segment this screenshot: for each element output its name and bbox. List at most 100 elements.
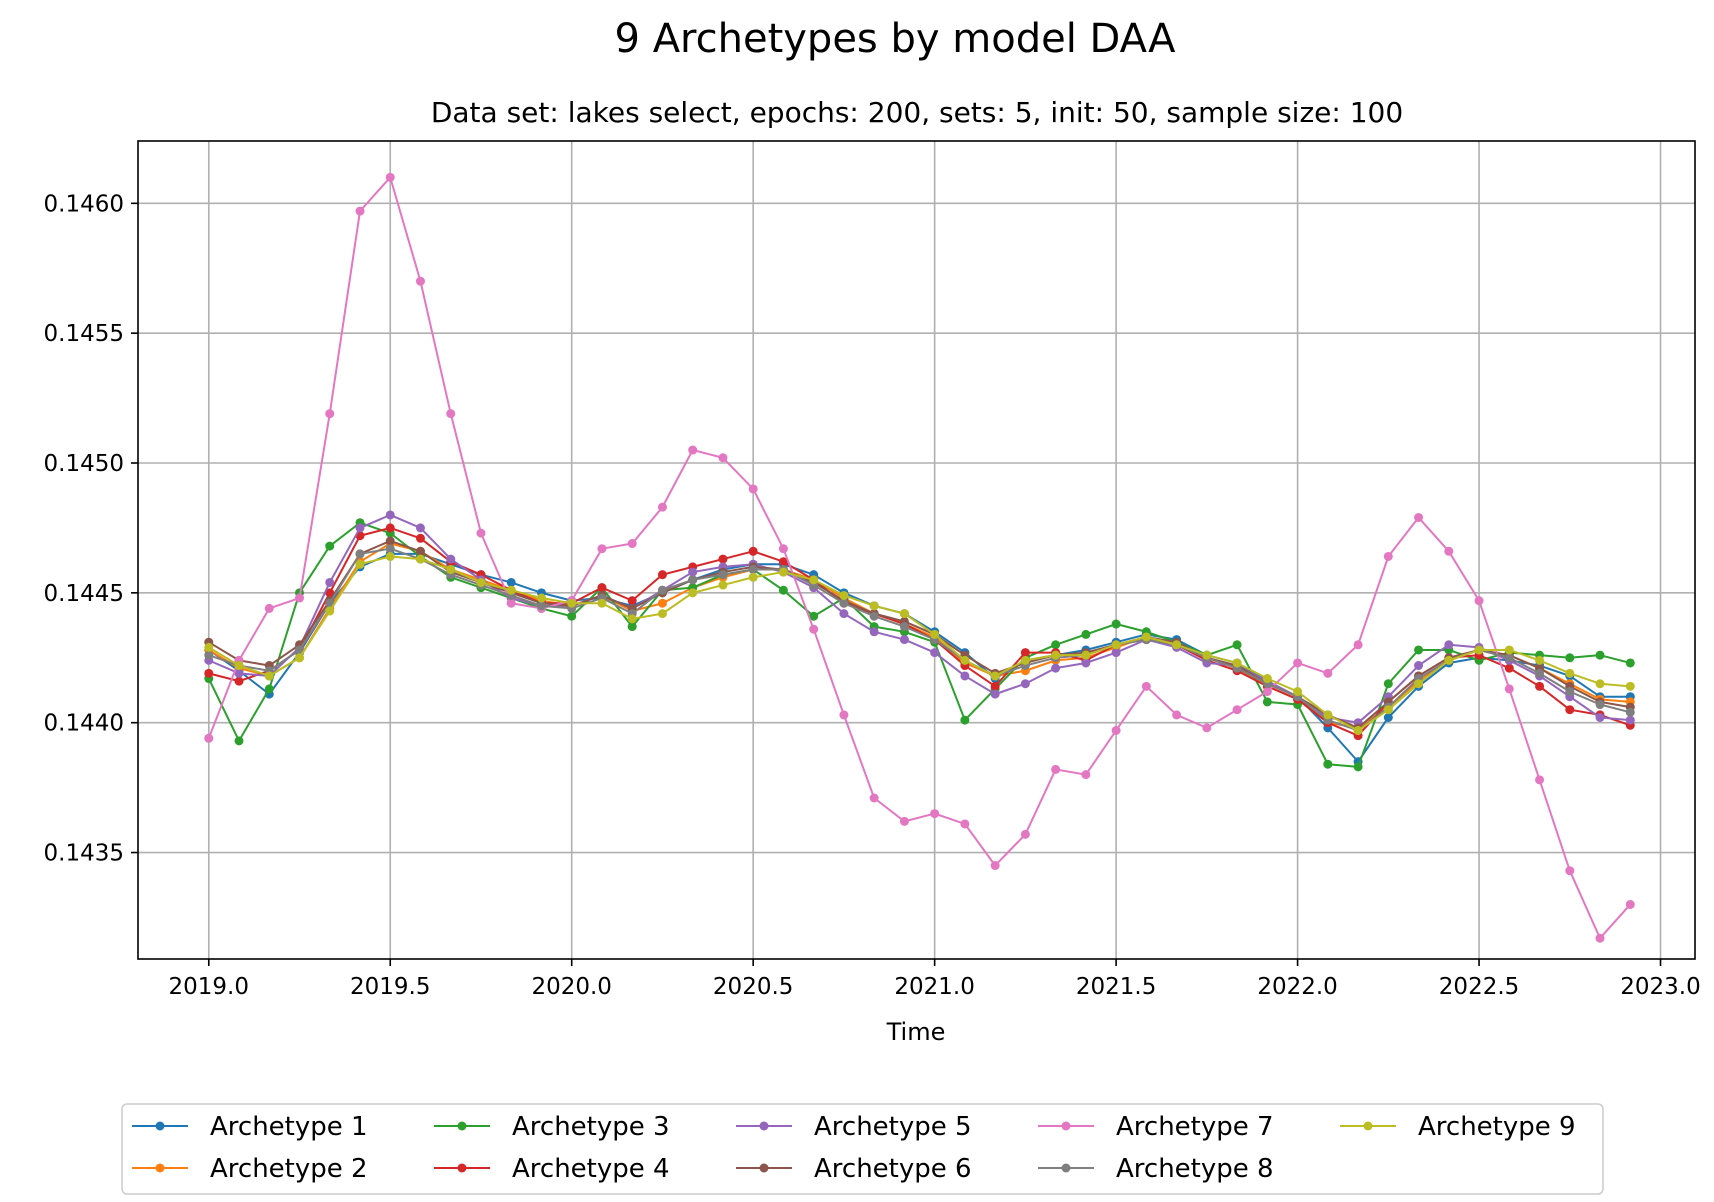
data-point	[869, 627, 879, 637]
data-point	[1565, 705, 1575, 715]
data-point	[1081, 770, 1091, 780]
data-point	[1172, 640, 1182, 650]
data-point	[385, 536, 395, 546]
data-point	[597, 583, 607, 593]
data-point	[446, 564, 456, 574]
data-point	[1414, 645, 1424, 655]
data-point	[1202, 650, 1212, 660]
data-point	[1414, 513, 1424, 523]
y-tick-label: 0.1435	[44, 841, 124, 867]
data-point	[1565, 668, 1575, 678]
data-point	[657, 502, 667, 512]
data-point	[778, 567, 788, 577]
data-point	[536, 593, 546, 603]
x-axis-label: Time	[886, 1018, 946, 1046]
data-point	[1595, 650, 1605, 660]
series-line	[208, 555, 1631, 732]
data-point	[476, 577, 486, 587]
legend-label: Archetype 1	[210, 1112, 368, 1142]
legend-label: Archetype 2	[210, 1154, 368, 1184]
legend-item: Archetype 6	[736, 1154, 972, 1184]
x-axis-ticks: 2019.0 2019.5 2020.0 2020.5 2021.0 2021.5 2022…	[169, 959, 1701, 1000]
data-point	[839, 710, 849, 720]
data-point	[899, 609, 909, 619]
data-point	[930, 809, 940, 819]
data-point	[325, 588, 335, 598]
data-point	[295, 653, 305, 663]
data-point	[1020, 648, 1030, 658]
data-point	[1051, 650, 1061, 660]
data-point	[748, 572, 758, 582]
data-point	[1474, 645, 1484, 655]
legend-label: Archetype 9	[1418, 1112, 1576, 1142]
legend-label: Archetype 5	[814, 1112, 972, 1142]
data-point	[385, 172, 395, 182]
grid	[138, 141, 1695, 959]
data-point	[899, 622, 909, 632]
data-point	[990, 689, 1000, 699]
data-point	[657, 585, 667, 595]
data-point	[869, 611, 879, 621]
data-point	[476, 528, 486, 538]
legend-label: Archetype 4	[512, 1154, 670, 1184]
data-point	[325, 409, 335, 419]
data-point	[1625, 658, 1635, 668]
data-point	[1141, 632, 1151, 642]
data-point	[809, 624, 819, 634]
legend-swatch-marker	[1061, 1121, 1071, 1131]
data-point	[385, 510, 395, 520]
data-point	[264, 603, 274, 613]
data-point	[1595, 933, 1605, 943]
data-point	[1232, 640, 1242, 650]
data-point	[1565, 687, 1575, 697]
data-point	[1262, 697, 1272, 707]
x-tick-label: 2021.0	[894, 974, 974, 1000]
data-point	[1414, 661, 1424, 671]
data-point	[1383, 705, 1393, 715]
legend-swatch-marker	[457, 1121, 467, 1131]
data-point	[355, 549, 365, 559]
data-point	[234, 661, 244, 671]
data-point	[1535, 655, 1545, 665]
series-8	[204, 544, 1635, 735]
data-point	[1444, 546, 1454, 556]
data-point	[355, 206, 365, 216]
x-tick-label: 2019.0	[169, 974, 249, 1000]
data-point	[1020, 679, 1030, 689]
legend-item: Archetype 7	[1038, 1112, 1274, 1142]
legend-swatch-marker	[457, 1163, 467, 1173]
data-point	[1504, 653, 1514, 663]
data-point	[1625, 899, 1635, 909]
data-point	[627, 539, 637, 549]
data-point	[1081, 658, 1091, 668]
series-line	[208, 542, 1631, 729]
data-point	[1202, 723, 1212, 733]
data-point	[415, 523, 425, 533]
data-point	[1625, 681, 1635, 691]
data-point	[1353, 725, 1363, 735]
data-point	[295, 645, 305, 655]
data-point	[1323, 710, 1333, 720]
data-point	[1444, 640, 1454, 650]
data-point	[1081, 629, 1091, 639]
data-point	[778, 585, 788, 595]
chart-title: 9 Archetypes by model DAA	[615, 16, 1177, 62]
data-point	[567, 611, 577, 621]
data-point	[325, 606, 335, 616]
data-point	[1595, 700, 1605, 710]
data-point	[839, 609, 849, 619]
data-point	[869, 793, 879, 803]
y-tick-label: 0.1460	[44, 191, 124, 217]
data-point	[1172, 710, 1182, 720]
data-point	[688, 567, 698, 577]
data-point	[355, 523, 365, 533]
legend-item: Archetype 9	[1340, 1112, 1576, 1142]
data-point	[1232, 658, 1242, 668]
series-6	[204, 536, 1635, 733]
data-point	[506, 585, 516, 595]
data-point	[627, 596, 637, 606]
data-point	[1535, 775, 1545, 785]
legend-item: Archetype 4	[434, 1154, 670, 1184]
data-point	[567, 598, 577, 608]
